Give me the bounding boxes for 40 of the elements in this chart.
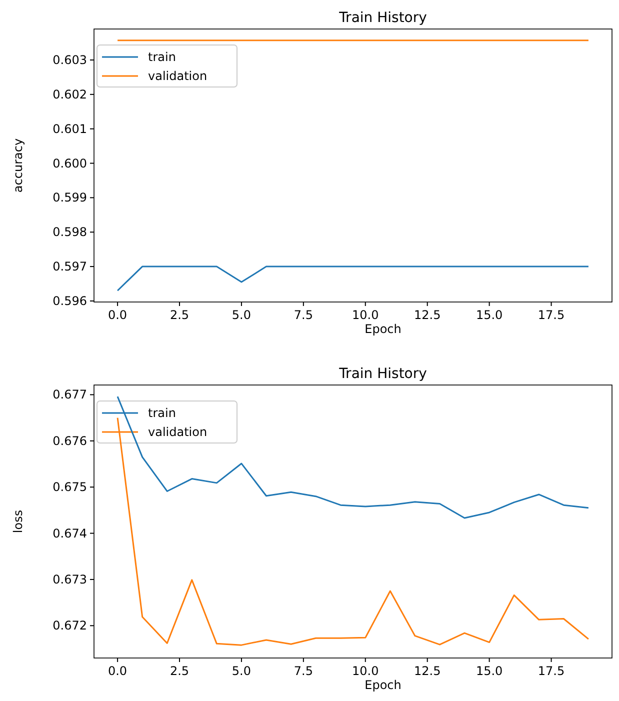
y-tick-label: 0.597 bbox=[52, 260, 87, 274]
x-tick-label: 10.0 bbox=[352, 308, 379, 322]
x-tick-label: 15.0 bbox=[476, 308, 503, 322]
x-tick-label: 10.0 bbox=[352, 664, 379, 678]
y-tick-label: 0.676 bbox=[52, 434, 87, 448]
x-axis-title: Epoch bbox=[364, 322, 402, 336]
y-tick-label: 0.673 bbox=[52, 572, 87, 586]
x-tick-label: 12.5 bbox=[414, 664, 441, 678]
y-tick-label: 0.674 bbox=[52, 526, 87, 540]
y-tick-label: 0.677 bbox=[52, 388, 87, 402]
legend-label: validation bbox=[148, 425, 208, 439]
y-tick-label: 0.599 bbox=[52, 190, 87, 205]
x-tick-label: 7.5 bbox=[294, 664, 313, 678]
x-tick-label: 0.0 bbox=[108, 664, 128, 678]
chart-title: Train History bbox=[338, 10, 427, 26]
y-axis-title: accuracy bbox=[11, 138, 25, 193]
y-tick-label: 0.601 bbox=[52, 122, 87, 136]
x-tick-label: 5.0 bbox=[232, 664, 252, 678]
y-tick-label: 0.675 bbox=[52, 480, 87, 494]
y-tick-label: 0.672 bbox=[52, 618, 87, 633]
y-tick-label: 0.596 bbox=[52, 294, 87, 308]
y-tick-label: 0.602 bbox=[52, 87, 87, 102]
x-tick-label: 2.5 bbox=[170, 664, 190, 678]
x-tick-label: 0.0 bbox=[108, 308, 128, 322]
x-tick-label: 17.5 bbox=[538, 664, 565, 678]
y-axis-title: loss bbox=[11, 510, 25, 534]
legend-label: validation bbox=[148, 69, 208, 83]
x-tick-label: 15.0 bbox=[476, 664, 503, 678]
y-tick-label: 0.598 bbox=[52, 225, 87, 240]
x-tick-label: 17.5 bbox=[538, 308, 565, 322]
chart-title: Train History bbox=[338, 366, 427, 382]
y-tick-label: 0.600 bbox=[52, 156, 87, 170]
x-tick-label: 12.5 bbox=[414, 308, 441, 322]
legend-label: train bbox=[148, 50, 176, 64]
x-axis-title: Epoch bbox=[364, 678, 402, 692]
x-tick-label: 7.5 bbox=[294, 308, 313, 322]
y-tick-label: 0.603 bbox=[52, 52, 87, 67]
x-tick-label: 5.0 bbox=[232, 308, 252, 322]
legend-label: train bbox=[148, 406, 176, 420]
x-tick-label: 2.5 bbox=[170, 308, 190, 322]
